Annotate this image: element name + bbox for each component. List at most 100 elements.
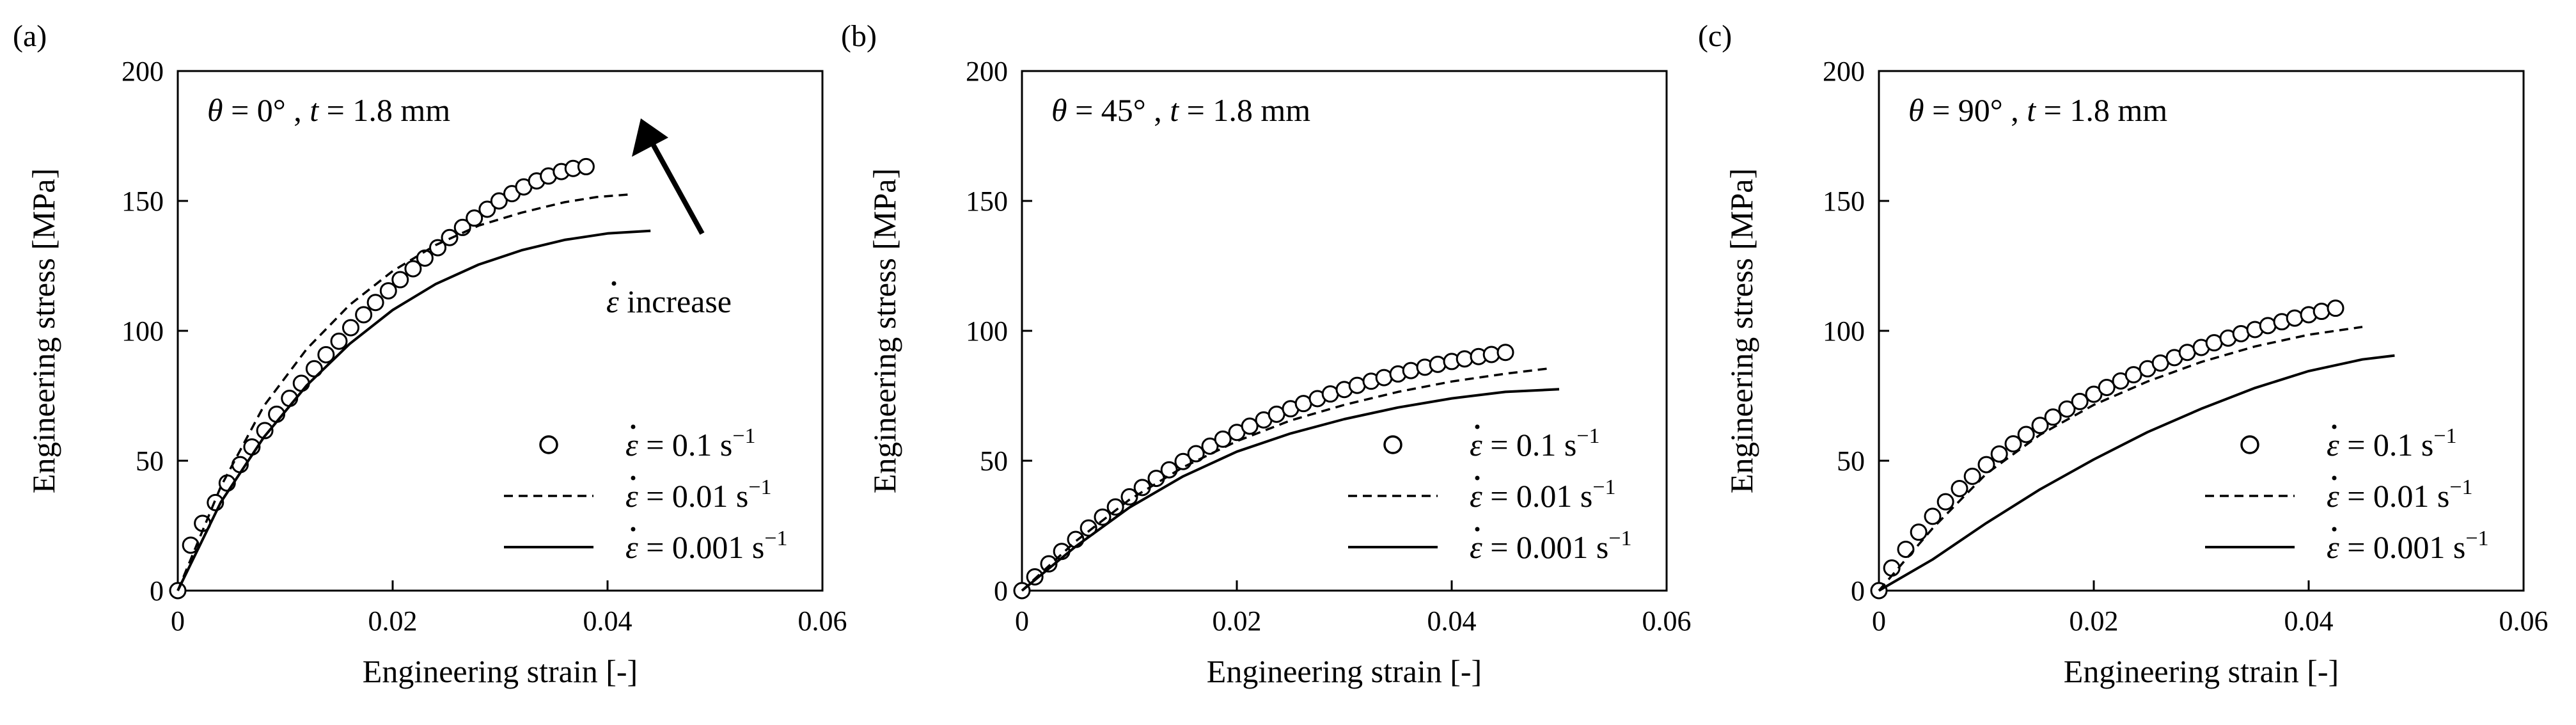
x-tick-label: 0.04 — [1427, 605, 1477, 637]
y-tick-label: 200 — [1823, 56, 1865, 87]
y-tick-label: 200 — [966, 56, 1008, 87]
y-tick-label: 150 — [1823, 186, 1865, 217]
data-point — [2071, 392, 2089, 410]
data-point — [466, 209, 483, 227]
data-point — [1963, 467, 1981, 485]
data-point — [1883, 559, 1901, 577]
increase-label: ε increase — [606, 283, 732, 319]
data-point — [2017, 426, 2035, 443]
data-point — [1429, 355, 1447, 373]
y-tick-label: 0 — [1851, 575, 1865, 607]
y-tick-label: 0 — [150, 575, 164, 607]
data-point — [1482, 346, 1500, 363]
data-point — [2098, 379, 2116, 397]
y-tick-label: 100 — [122, 315, 164, 347]
data-point — [1160, 461, 1178, 479]
data-point — [366, 294, 384, 312]
series-solid-line — [177, 229, 651, 591]
data-point — [1990, 445, 2008, 463]
panel-label: (c) — [1698, 19, 1732, 53]
data-point — [1936, 493, 1954, 511]
legend-rate-dot — [631, 475, 636, 481]
x-tick-label: 0 — [171, 605, 185, 637]
series-solid-line — [1878, 354, 2395, 592]
data-point — [317, 346, 335, 363]
legend-rate-dot — [2332, 475, 2337, 481]
data-point — [2124, 366, 2142, 384]
x-tick-label: 0.02 — [368, 605, 418, 637]
series-dashed-line — [1878, 326, 2363, 592]
legend-rate-dot — [631, 527, 636, 532]
data-point — [2031, 417, 2049, 434]
legend-rate-dot — [1475, 475, 1480, 481]
data-point — [355, 306, 373, 324]
x-tick-label: 0.04 — [583, 605, 632, 637]
legend-label: ε = 0.001 s−1 — [1470, 527, 1632, 565]
data-point — [1321, 385, 1339, 403]
data-point — [1496, 344, 1514, 362]
data-point — [1348, 376, 1366, 394]
legend-rate-dot — [631, 424, 636, 429]
data-point — [1201, 437, 1219, 455]
data-point — [1924, 507, 1942, 525]
increase-arrow-shaft — [648, 139, 705, 235]
data-point — [2044, 408, 2062, 426]
condition-annotation: θ = 45° , t = 1.8 mm — [1051, 92, 1310, 128]
y-tick-label: 150 — [122, 186, 164, 217]
series-solid-line — [1021, 388, 1560, 592]
panel-label: (b) — [841, 19, 877, 53]
x-tick-label: 0.04 — [2284, 605, 2334, 637]
legend-label: ε = 0.1 s−1 — [1470, 424, 1600, 463]
data-point — [1977, 456, 1995, 474]
panel-label: (a) — [13, 19, 47, 53]
data-point — [1241, 417, 1259, 435]
increase-rate-dot — [611, 281, 617, 286]
x-tick-label: 0.06 — [798, 605, 847, 637]
panel-b: 0 0.02 0.04 0.06 0 50 100 150 200 Engineering str… — [841, 19, 1692, 689]
data-point — [1402, 362, 1420, 379]
data-point — [404, 260, 422, 278]
x-axis-label: Engineering strain [-] — [363, 653, 638, 689]
x-tick-label: 0.06 — [1642, 605, 1692, 637]
data-point — [490, 192, 508, 210]
legend-label: ε = 0.001 s−1 — [625, 527, 788, 565]
legend-rate-dot — [2332, 527, 2337, 532]
legend-label: ε = 0.1 s−1 — [2327, 424, 2457, 463]
data-point — [577, 157, 595, 175]
data-point — [379, 282, 397, 299]
panel-a: 0 0.02 0.04 0.06 0 50 100 150 200 Engineering str… — [13, 19, 847, 689]
y-tick-label: 200 — [122, 56, 164, 87]
legend-label: ε = 0.001 s−1 — [2327, 527, 2489, 565]
data-point — [256, 422, 274, 440]
y-tick-label: 150 — [966, 186, 1008, 217]
y-tick-label: 50 — [136, 445, 164, 477]
legend-rate-dot — [1475, 424, 1480, 429]
data-point — [2259, 317, 2277, 335]
x-tick-label: 0.02 — [1213, 605, 1262, 637]
data-point — [1026, 568, 1044, 586]
data-point — [1120, 488, 1138, 506]
data-point — [2313, 303, 2330, 321]
increase-arrow-head — [632, 118, 668, 157]
data-point — [1897, 540, 1915, 558]
condition-annotation: θ = 0° , t = 1.8 mm — [207, 92, 450, 128]
x-axis-label: Engineering strain [-] — [2064, 653, 2339, 689]
x-tick-label: 0 — [1872, 605, 1886, 637]
y-tick-label: 50 — [980, 445, 1008, 477]
data-point — [429, 239, 447, 257]
panel-c: 0 0.02 0.04 0.06 0 50 100 150 200 Engineering str… — [1698, 19, 2549, 689]
legend-rate-dot — [2332, 424, 2337, 429]
data-point — [2286, 309, 2304, 327]
y-axis-label: Engineering stress [MPa] — [867, 168, 902, 493]
data-point — [1951, 479, 1968, 497]
data-point — [342, 319, 359, 337]
x-tick-label: 0 — [1015, 605, 1029, 637]
legend-symbol-circle — [1383, 435, 1402, 454]
data-point — [1094, 508, 1111, 526]
legend-label: ε = 0.01 s−1 — [625, 475, 772, 514]
data-point — [1106, 498, 1124, 516]
condition-annotation: θ = 90° , t = 1.8 mm — [1908, 92, 2167, 128]
y-tick-label: 100 — [966, 315, 1008, 347]
data-point — [2327, 299, 2344, 317]
data-point — [391, 271, 409, 289]
